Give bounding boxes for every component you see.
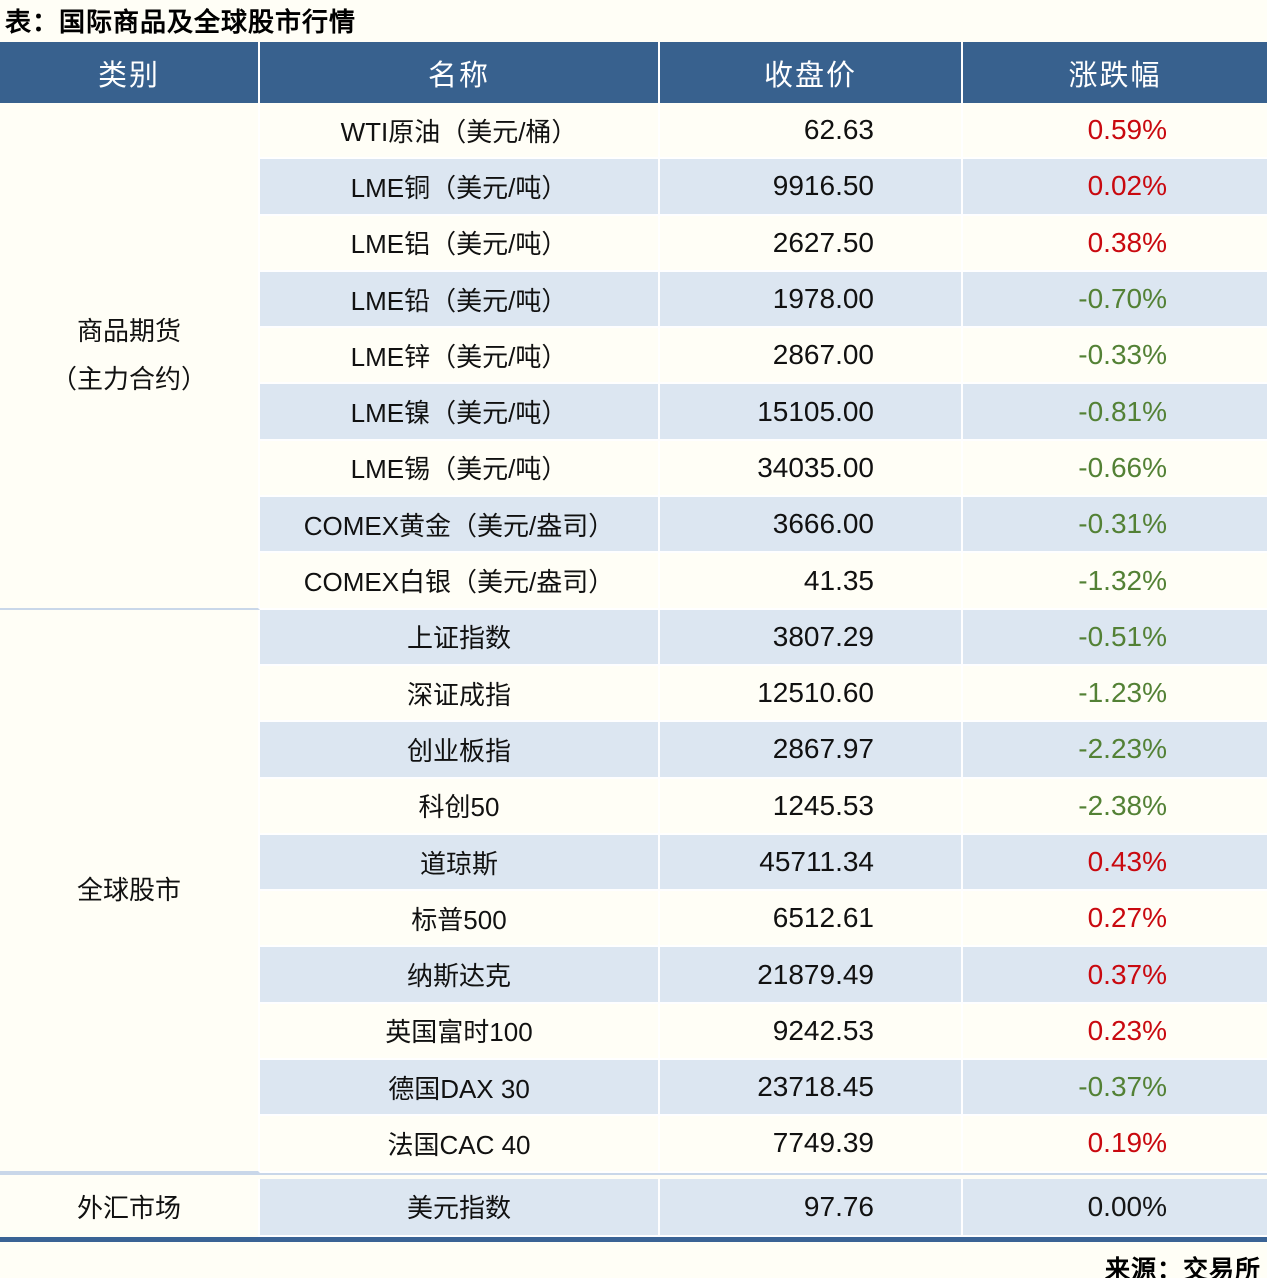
header-cell-close: 收盘价 bbox=[660, 42, 963, 103]
change-cell: 0.43% bbox=[963, 834, 1267, 892]
name-cell: WTI原油（美元/桶） bbox=[260, 103, 660, 160]
category-cell: 全球股市 bbox=[0, 609, 260, 1173]
change-cell: 0.59% bbox=[963, 103, 1267, 160]
close-cell: 12510.60 bbox=[660, 665, 963, 723]
change-cell: -1.32% bbox=[963, 553, 1267, 610]
table-bottom-border bbox=[0, 1236, 1267, 1242]
close-cell: 2867.00 bbox=[660, 328, 963, 385]
name-cell: 法国CAC 40 bbox=[260, 1116, 660, 1173]
close-cell: 1245.53 bbox=[660, 778, 963, 835]
name-cell: 标普500 bbox=[260, 891, 660, 948]
change-cell: 0.37% bbox=[963, 947, 1267, 1004]
name-cell: COMEX白银（美元/盎司） bbox=[260, 553, 660, 610]
close-cell: 3807.29 bbox=[660, 609, 963, 666]
change-cell: 0.27% bbox=[963, 891, 1267, 948]
name-cell: 上证指数 bbox=[260, 609, 660, 666]
change-cell: -0.70% bbox=[963, 271, 1267, 329]
name-cell: 道琼斯 bbox=[260, 834, 660, 892]
close-cell: 41.35 bbox=[660, 553, 963, 610]
change-cell: -0.37% bbox=[963, 1060, 1267, 1117]
close-cell: 62.63 bbox=[660, 103, 963, 160]
change-cell: 0.02% bbox=[963, 159, 1267, 216]
name-cell: LME锡（美元/吨） bbox=[260, 440, 660, 498]
close-cell: 6512.61 bbox=[660, 891, 963, 948]
close-cell: 3666.00 bbox=[660, 497, 963, 554]
name-cell: 科创50 bbox=[260, 778, 660, 835]
name-cell: LME镍（美元/吨） bbox=[260, 384, 660, 441]
close-cell: 45711.34 bbox=[660, 834, 963, 892]
category-cell: 商品期货 （主力合约） bbox=[0, 103, 260, 610]
change-cell: -0.81% bbox=[963, 384, 1267, 441]
name-cell: 创业板指 bbox=[260, 722, 660, 779]
close-cell: 1978.00 bbox=[660, 271, 963, 329]
change-cell: -2.23% bbox=[963, 722, 1267, 779]
close-cell: 21879.49 bbox=[660, 947, 963, 1004]
name-cell: COMEX黄金（美元/盎司） bbox=[260, 497, 660, 554]
close-cell: 2867.97 bbox=[660, 722, 963, 779]
name-cell: 德国DAX 30 bbox=[260, 1060, 660, 1117]
change-cell: -1.23% bbox=[963, 665, 1267, 723]
header-cell-name: 名称 bbox=[260, 42, 660, 103]
market-table: 类别 名称 收盘价 涨跌幅 商品期货 （主力合约） WTI原油（美元/桶） 62.6… bbox=[0, 42, 1267, 1237]
change-cell: -0.31% bbox=[963, 497, 1267, 554]
close-cell: 9916.50 bbox=[660, 159, 963, 216]
name-cell: LME铅（美元/吨） bbox=[260, 271, 660, 329]
change-cell: 0.00% bbox=[963, 1178, 1267, 1237]
change-cell: 0.19% bbox=[963, 1116, 1267, 1173]
close-cell: 23718.45 bbox=[660, 1060, 963, 1117]
section-spacer bbox=[0, 1172, 1267, 1179]
close-cell: 97.76 bbox=[660, 1178, 963, 1237]
name-cell: LME锌（美元/吨） bbox=[260, 328, 660, 385]
header-cell-category: 类别 bbox=[0, 42, 260, 103]
change-cell: -0.33% bbox=[963, 328, 1267, 385]
name-cell: LME铝（美元/吨） bbox=[260, 215, 660, 272]
source-note: 来源：交易所 bbox=[1104, 1255, 1261, 1278]
change-cell: -0.51% bbox=[963, 609, 1267, 666]
close-cell: 9242.53 bbox=[660, 1003, 963, 1061]
close-cell: 7749.39 bbox=[660, 1116, 963, 1173]
close-cell: 2627.50 bbox=[660, 215, 963, 272]
header-cell-change: 涨跌幅 bbox=[963, 42, 1267, 103]
name-cell: 美元指数 bbox=[260, 1178, 660, 1237]
page-title: 表：国际商品及全球股市行情 bbox=[5, 7, 357, 37]
category-cell: 外汇市场 bbox=[0, 1178, 260, 1237]
close-cell: 15105.00 bbox=[660, 384, 963, 441]
name-cell: 深证成指 bbox=[260, 665, 660, 723]
change-cell: -2.38% bbox=[963, 778, 1267, 835]
change-cell: -0.66% bbox=[963, 440, 1267, 498]
close-cell: 34035.00 bbox=[660, 440, 963, 498]
name-cell: 英国富时100 bbox=[260, 1003, 660, 1061]
name-cell: 纳斯达克 bbox=[260, 947, 660, 1004]
change-cell: 0.38% bbox=[963, 215, 1267, 272]
change-cell: 0.23% bbox=[963, 1003, 1267, 1061]
name-cell: LME铜（美元/吨） bbox=[260, 159, 660, 216]
